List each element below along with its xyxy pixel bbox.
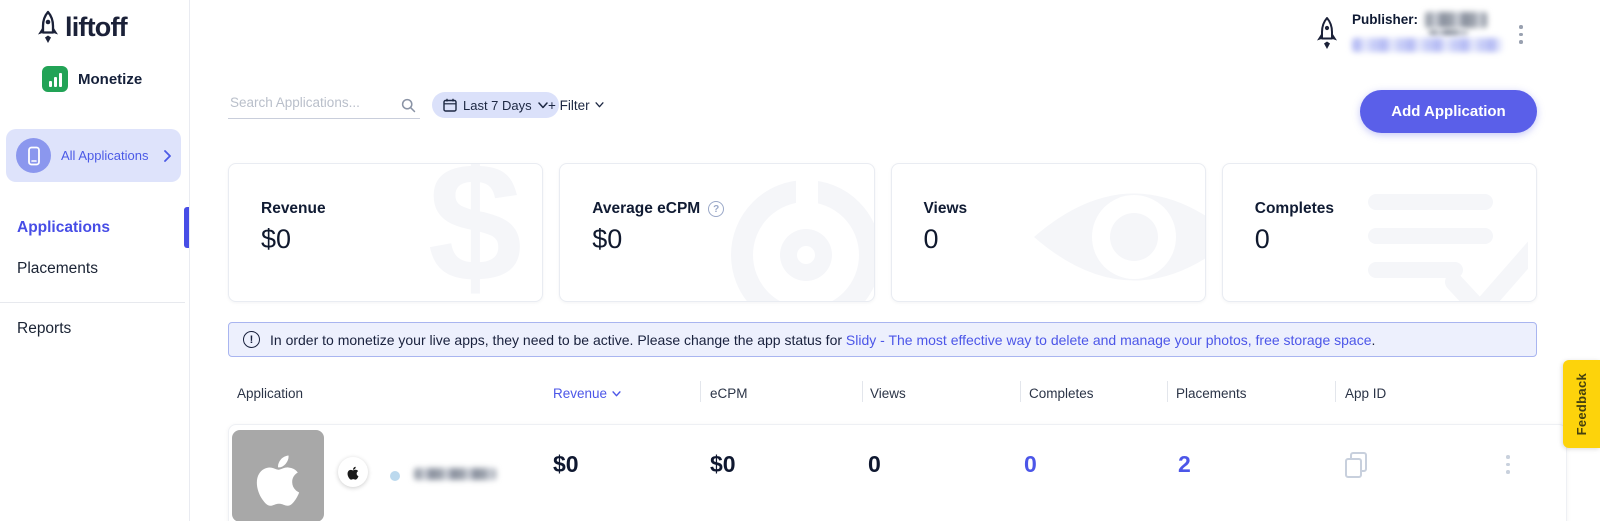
- column-header-revenue[interactable]: Revenue: [553, 386, 621, 401]
- app-selector-label: All Applications: [61, 148, 149, 163]
- stat-card-completes: Completes 0: [1221, 163, 1537, 302]
- status-alert-banner: ! In order to monetize your live apps, t…: [228, 322, 1537, 357]
- checklist-watermark-icon: [1368, 194, 1528, 301]
- app-selector[interactable]: All Applications: [6, 129, 181, 182]
- redacted-publisher-email: [1352, 38, 1502, 52]
- redacted-publisher-name-2: [1429, 29, 1467, 36]
- dollar-watermark-icon: $: [427, 163, 523, 302]
- app-icon-placeholder: [232, 430, 324, 521]
- stat-label: Revenue: [261, 200, 326, 217]
- search-icon: [401, 98, 416, 113]
- add-application-button[interactable]: Add Application: [1360, 90, 1537, 133]
- filter-dropdown[interactable]: + Filter: [548, 92, 604, 118]
- account-menu-button[interactable]: [1519, 25, 1523, 44]
- sort-chevron-down-icon: [612, 390, 621, 396]
- stat-cards: $ Revenue $0 Average eCPM ? $0: [228, 163, 1537, 302]
- stat-card-revenue: $ Revenue $0: [228, 163, 544, 302]
- target-watermark-icon: [730, 170, 874, 301]
- redacted-app-name: [414, 468, 496, 480]
- column-header-completes[interactable]: Completes: [1029, 386, 1094, 401]
- row-cell-placements[interactable]: 2: [1178, 451, 1191, 477]
- copy-icon: [1345, 452, 1367, 478]
- copy-app-id-button[interactable]: [1342, 450, 1370, 485]
- redacted-publisher-name: [1425, 12, 1487, 28]
- stat-value: $0: [592, 224, 623, 254]
- stat-label: Completes: [1254, 200, 1334, 217]
- chevron-down-icon: [537, 101, 548, 108]
- app-status-link[interactable]: Slidy - The most effective way to delete…: [845, 331, 1372, 348]
- stat-card-views: Views 0: [890, 163, 1206, 302]
- app-status-dot: [390, 471, 400, 481]
- publisher-rocket-icon: [1317, 17, 1337, 49]
- help-icon[interactable]: ?: [708, 201, 725, 217]
- alert-text: In order to monetize your live apps, the…: [270, 331, 1376, 348]
- eye-watermark-icon: [1033, 193, 1205, 281]
- feedback-label: Feedback: [1574, 372, 1589, 436]
- stat-card-ecpm: Average eCPM ? $0: [559, 163, 875, 302]
- stat-label: Views: [923, 200, 968, 217]
- logo-wordmark: liftoff: [65, 11, 128, 42]
- stat-label: Average eCPM: [592, 200, 701, 217]
- exclamation-icon: !: [243, 331, 260, 348]
- column-header-placements[interactable]: Placements: [1176, 386, 1247, 401]
- row-cell-revenue: $0: [553, 451, 579, 477]
- column-header-application[interactable]: Application: [237, 386, 304, 401]
- apple-logo-icon: [347, 466, 359, 480]
- sidebar-divider: [0, 302, 185, 303]
- stat-value: 0: [923, 224, 939, 254]
- feedback-tab[interactable]: Feedback: [1563, 360, 1600, 448]
- ios-platform-badge: [338, 457, 368, 487]
- date-range-label: Last 7 Days: [463, 97, 532, 113]
- column-separator: [1020, 381, 1021, 402]
- search-container: [228, 91, 420, 119]
- bar-chart-icon: [42, 66, 68, 92]
- publisher-label: Publisher:: [1352, 12, 1419, 27]
- column-separator: [1167, 381, 1168, 402]
- column-separator: [1335, 381, 1336, 402]
- row-cell-views: 0: [868, 451, 881, 477]
- search-input[interactable]: [228, 91, 393, 110]
- row-cell-ecpm: $0: [710, 451, 736, 477]
- filter-label: + Filter: [548, 97, 590, 113]
- sidebar-item-reports[interactable]: Reports: [17, 320, 72, 337]
- apple-logo-icon: [256, 455, 300, 506]
- column-separator: [700, 381, 701, 402]
- chevron-down-icon: [595, 102, 604, 108]
- chevron-right-icon: [164, 149, 171, 162]
- product-badge: Monetize: [42, 66, 142, 92]
- column-separator: [862, 381, 863, 402]
- phone-icon: [16, 138, 51, 173]
- sidebar-item-placements[interactable]: Placements: [17, 260, 98, 277]
- liftoff-logo[interactable]: liftoff: [35, 10, 128, 44]
- active-nav-indicator: [184, 207, 189, 248]
- column-header-appid[interactable]: App ID: [1345, 386, 1387, 401]
- sidebar: liftoff Monetize All Applications Applic…: [0, 0, 190, 521]
- row-cell-completes[interactable]: 0: [1024, 451, 1037, 477]
- column-header-ecpm[interactable]: eCPM: [710, 386, 748, 401]
- row-menu-button[interactable]: [1506, 455, 1510, 474]
- calendar-icon: [443, 98, 457, 112]
- column-header-views[interactable]: Views: [870, 386, 906, 401]
- date-range-dropdown[interactable]: Last 7 Days: [432, 92, 559, 118]
- stat-value: $0: [261, 224, 292, 254]
- product-name: Monetize: [78, 70, 143, 88]
- rocket-icon: [38, 10, 58, 43]
- stat-value: 0: [1254, 224, 1270, 254]
- sidebar-item-applications[interactable]: Applications: [17, 219, 111, 236]
